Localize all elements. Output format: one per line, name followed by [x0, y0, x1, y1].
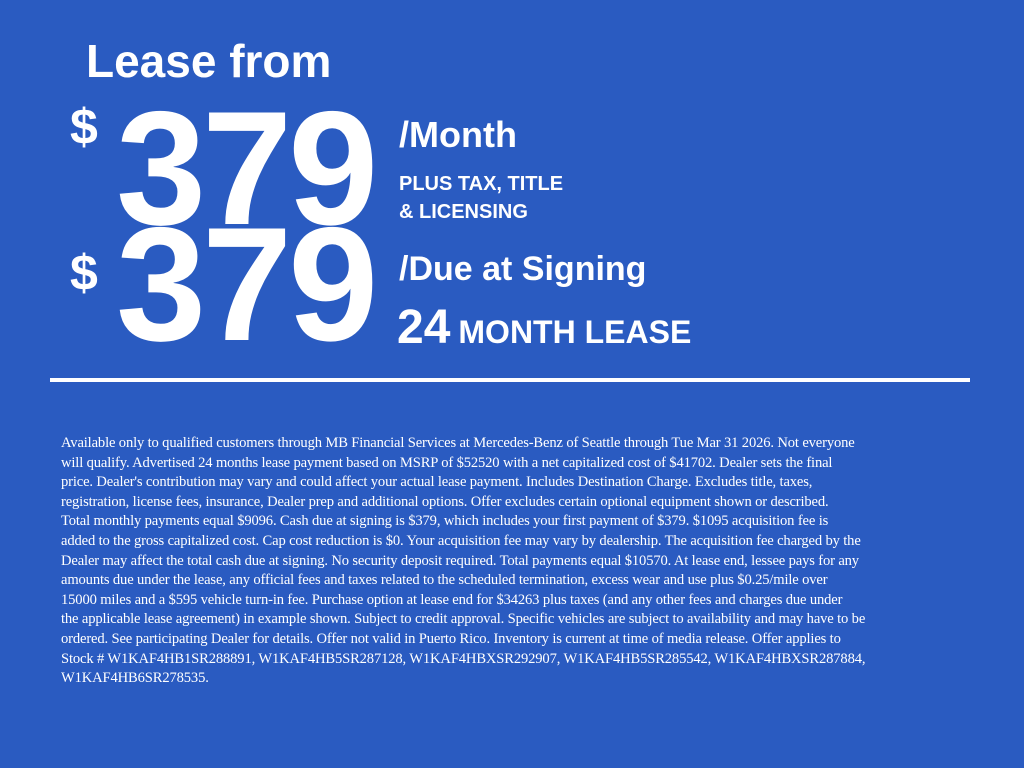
term-label: MONTH LEASE [458, 314, 692, 350]
disclaimer-line: added to the gross capitalized cost. Cap… [61, 532, 861, 549]
lease-term: 24 MONTH LEASE [397, 300, 691, 355]
due-label: /Due at Signing [399, 250, 647, 288]
monthly-currency: $ [70, 99, 98, 155]
disclaimer-line: will qualify. Advertised 24 months lease… [61, 454, 833, 471]
due-amount: 379 [116, 194, 378, 375]
disclaimer-line: Available only to qualified customers th… [61, 435, 855, 451]
disclaimer-line: price. Dealer's contribution may vary an… [61, 474, 813, 491]
disclaimer-line: W1KAF4HB6SR278535. [61, 670, 209, 687]
tax-note-line: & LICENSING [399, 201, 528, 223]
disclaimer-line: Stock # W1KAF4HB1SR288891, W1KAF4HB5SR28… [61, 650, 866, 667]
disclaimer-line: registration, license fees, insurance, D… [61, 493, 829, 510]
tax-note: PLUS TAX, TITLE & LICENSING [399, 170, 563, 226]
monthly-label: /Month [399, 114, 517, 155]
disclaimer-line: the applicable lease agreement) in examp… [61, 611, 866, 628]
term-months: 24 [397, 301, 451, 354]
disclaimer-line: 15000 miles and a $595 vehicle turn-in f… [61, 591, 843, 608]
tax-note-line: PLUS TAX, TITLE [399, 173, 564, 195]
monthly-amount: 379 [116, 78, 378, 259]
disclaimer-line: amounts due under the lease, any officia… [61, 572, 828, 589]
disclaimer-line: Total monthly payments equal $9096. Cash… [61, 513, 829, 530]
disclaimer-line: ordered. See participating Dealer for de… [61, 630, 841, 647]
disclaimer: Available only to qualified customers th… [61, 434, 866, 689]
due-currency: $ [70, 245, 98, 301]
divider [50, 378, 970, 382]
headline: Lease from [86, 35, 332, 87]
disclaimer-line: Dealer may affect the total cash due at … [61, 552, 859, 569]
